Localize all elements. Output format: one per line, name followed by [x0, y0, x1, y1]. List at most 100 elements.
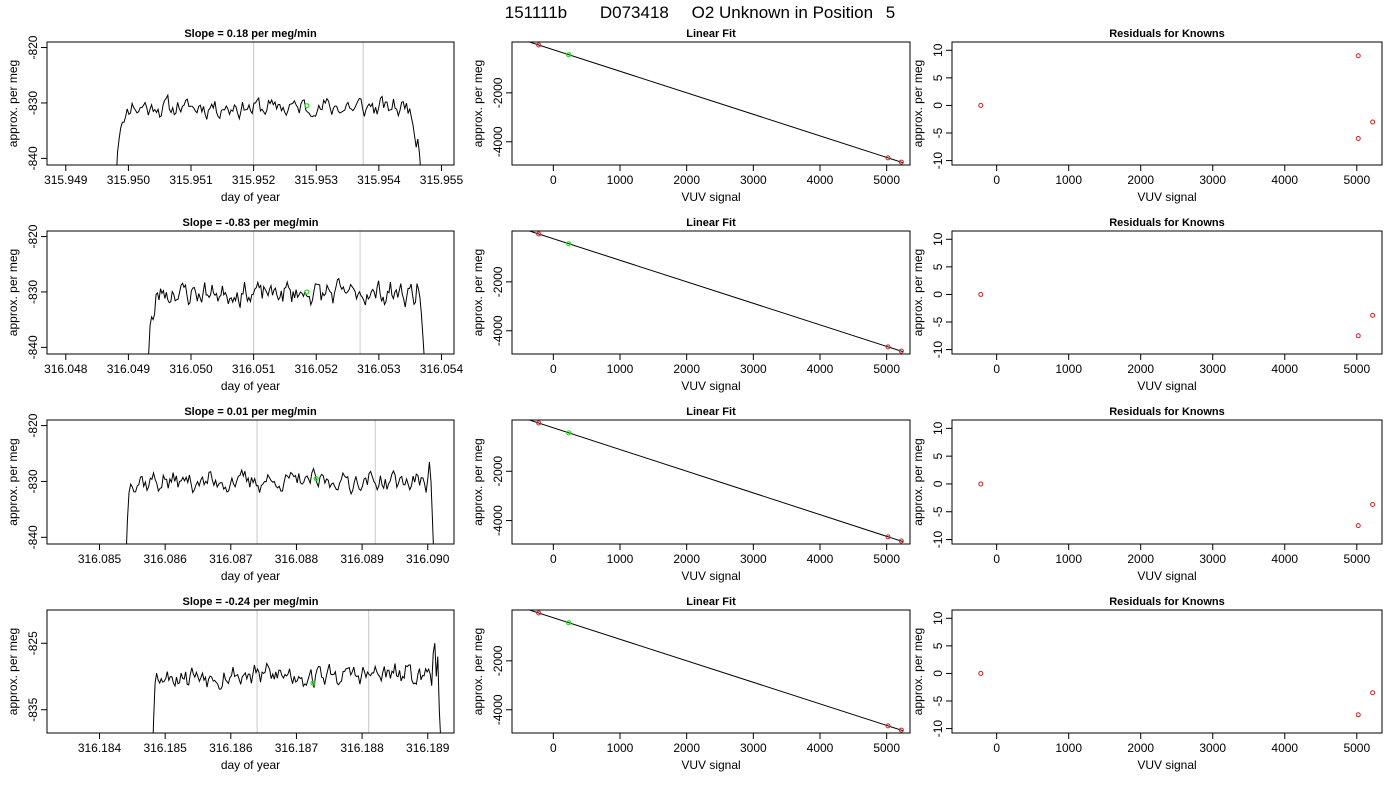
x-axis-label: VUV signal [1137, 190, 1196, 204]
unknown-point [304, 289, 310, 295]
y-tick-label: -5 [931, 506, 945, 517]
x-tick-label: 4000 [1271, 552, 1298, 566]
x-tick-label: 315.955 [420, 173, 464, 187]
y-tick-label: -4000 [491, 505, 505, 536]
x-axis-label: day of year [221, 569, 280, 583]
known-point [898, 727, 904, 733]
x-tick-label: 315.949 [44, 173, 88, 187]
x-tick-label: 3000 [740, 552, 767, 566]
x-tick-label: 2000 [1127, 362, 1154, 376]
panel-r2c1: Slope = -0.83 per meg/min 316.048 316.049 3… [6, 217, 463, 393]
plot-area [978, 291, 1376, 339]
known-point [1370, 119, 1376, 125]
y-axis-label: approx. per meg [471, 249, 485, 336]
panel-r4c2: Linear Fit 0 1000 2000 3000 4000 5000 -2000 -400… [471, 596, 911, 772]
panel-grid: Slope = 0.18 per meg/min 315.949 315.950 31… [6, 28, 1383, 772]
panel-r1c3: Residuals for Knowns 0 1000 2000 3000 4000 500… [911, 28, 1383, 204]
x-tick-label: 315.952 [232, 173, 276, 187]
x-tick-label: 4000 [807, 173, 834, 187]
plot-frame [46, 419, 455, 545]
x-tick-label: 2000 [1127, 173, 1154, 187]
y-tick-label: -820 [26, 35, 40, 59]
x-tick-label: 1000 [607, 552, 634, 566]
x-tick-label: 0 [550, 741, 557, 755]
fit-line [527, 42, 904, 164]
y-tick-label: 0 [931, 480, 945, 487]
x-tick-label: 0 [550, 173, 557, 187]
y-tick-label: -820 [26, 224, 40, 248]
x-tick-label: 3000 [1199, 173, 1226, 187]
known-point [978, 481, 984, 487]
plot-frame [511, 609, 911, 734]
panel-title: Linear Fit [686, 596, 736, 608]
fit-line [527, 420, 904, 543]
sample-id: D073418 [600, 3, 669, 22]
x-tick-label: 2000 [1127, 552, 1154, 566]
y-tick-label: -2000 [491, 77, 505, 108]
known-point [536, 420, 542, 426]
trace-line [148, 277, 425, 354]
x-axis-label: VUV signal [681, 190, 740, 204]
x-tick-label: 1000 [1055, 173, 1082, 187]
y-tick-label: -830 [26, 91, 40, 115]
x-tick-label: 1000 [1055, 552, 1082, 566]
x-axis-label: VUV signal [681, 758, 740, 772]
x-tick-label: 5000 [1343, 173, 1370, 187]
unknown-point [566, 52, 572, 58]
known-point [978, 291, 984, 297]
fit-line [527, 231, 904, 353]
x-tick-label: 316.085 [78, 552, 122, 566]
x-tick-label: 316.090 [406, 552, 450, 566]
x-tick-label: 4000 [1271, 741, 1298, 755]
unknown-point [566, 430, 572, 436]
panel-r3c1: Slope = 0.01 per meg/min 316.085 316.086 31… [6, 406, 455, 583]
panel-title: Residuals for Knowns [1109, 596, 1225, 608]
plot-frame [951, 419, 1383, 545]
figure-description: O2 Unknown in Position [692, 3, 873, 22]
unknown-point [566, 241, 572, 247]
y-tick-label: -825 [26, 631, 40, 655]
plot-frame [951, 609, 1383, 734]
x-axis-label: VUV signal [1137, 569, 1196, 583]
position-number: 5 [886, 3, 895, 22]
known-point [1355, 712, 1361, 718]
plot-frame [511, 419, 911, 545]
x-tick-label: 2000 [673, 362, 700, 376]
x-axis-label: VUV signal [1137, 379, 1196, 393]
known-point [885, 344, 891, 350]
known-point [1370, 690, 1376, 696]
panel-title: Slope = -0.83 per meg/min [182, 217, 318, 229]
known-point [536, 42, 542, 48]
known-point [898, 348, 904, 354]
x-tick-label: 4000 [807, 741, 834, 755]
x-tick-label: 3000 [1199, 552, 1226, 566]
panel-r3c3: Residuals for Knowns 0 1000 2000 3000 4000 500… [911, 406, 1383, 583]
plot-area [152, 610, 441, 733]
plot-area [978, 53, 1376, 142]
x-tick-label: 316.184 [78, 741, 122, 755]
known-point [898, 538, 904, 544]
y-tick-label: 5 [931, 263, 945, 270]
y-tick-label: -5 [931, 127, 945, 138]
fit-line [527, 610, 904, 732]
y-tick-label: 10 [931, 611, 945, 625]
plot-area [126, 420, 434, 544]
x-tick-label: 0 [993, 552, 1000, 566]
known-point [1370, 312, 1376, 318]
y-tick-label: -2000 [491, 456, 505, 487]
plot-area [527, 610, 904, 733]
x-tick-label: 0 [993, 173, 1000, 187]
y-axis-label: approx. per meg [911, 628, 925, 715]
x-tick-label: 0 [550, 552, 557, 566]
unknown-point [304, 103, 310, 109]
plot-area [978, 481, 1376, 529]
x-tick-label: 5000 [873, 741, 900, 755]
y-tick-label: -830 [26, 280, 40, 304]
y-tick-label: -10 [931, 720, 945, 738]
x-axis-label: VUV signal [1137, 758, 1196, 772]
x-axis-label: day of year [221, 190, 280, 204]
plot-area [148, 231, 425, 354]
known-point [536, 610, 542, 616]
x-tick-label: 316.086 [143, 552, 187, 566]
